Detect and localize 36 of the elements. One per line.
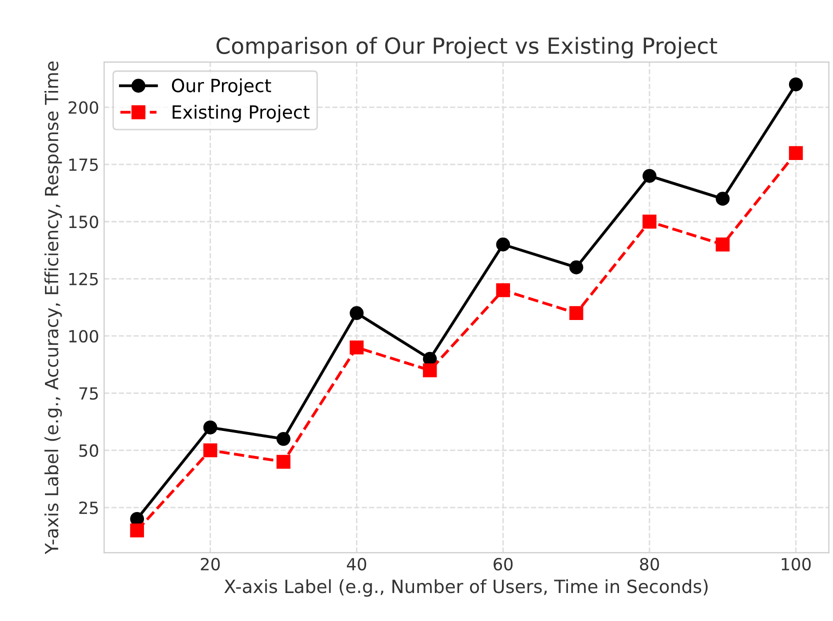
- y-tick-label: 200: [68, 101, 98, 114]
- chart-title: Comparison of Our Project vs Existing Project: [216, 36, 718, 58]
- y-tick-label: 25: [79, 501, 98, 514]
- point: [569, 260, 584, 274]
- point: [569, 306, 584, 320]
- x-tick-label: 20: [200, 558, 220, 570]
- point: [496, 238, 510, 252]
- point: [496, 283, 510, 298]
- legend-label: Existing Project: [172, 104, 310, 122]
- x-tick-label: 60: [494, 558, 513, 570]
- y-tick-label: 150: [69, 216, 98, 228]
- x-tick-label: 40: [346, 558, 366, 570]
- point: [350, 306, 364, 320]
- point: [716, 192, 730, 206]
- y-axis-title: Y-axis Label (e.g., Accuracy, Efficiency, Response Time: [44, 62, 62, 554]
- point: [276, 432, 290, 446]
- point: [642, 214, 656, 229]
- point: [350, 340, 364, 354]
- point: [203, 443, 218, 458]
- x-tick-label: 100: [782, 558, 811, 570]
- point: [642, 168, 656, 183]
- point: [788, 146, 803, 160]
- point: [130, 523, 144, 538]
- point: [203, 420, 218, 434]
- x-axis-title: X-axis Label (e.g., Number of Users, Time in Seconds): [224, 579, 708, 597]
- legend-label: Our Project: [172, 78, 272, 96]
- y-tick-label: 175: [69, 158, 98, 172]
- point: [276, 454, 290, 469]
- point: [716, 238, 730, 252]
- point: [422, 363, 437, 378]
- x-tick-label: 80: [640, 558, 659, 570]
- y-tick-label: 50: [79, 444, 98, 457]
- y-tick-label: 125: [69, 272, 98, 286]
- y-tick-label: 100: [69, 330, 98, 343]
- y-tick-label: 75: [79, 387, 98, 400]
- point: [788, 77, 803, 92]
